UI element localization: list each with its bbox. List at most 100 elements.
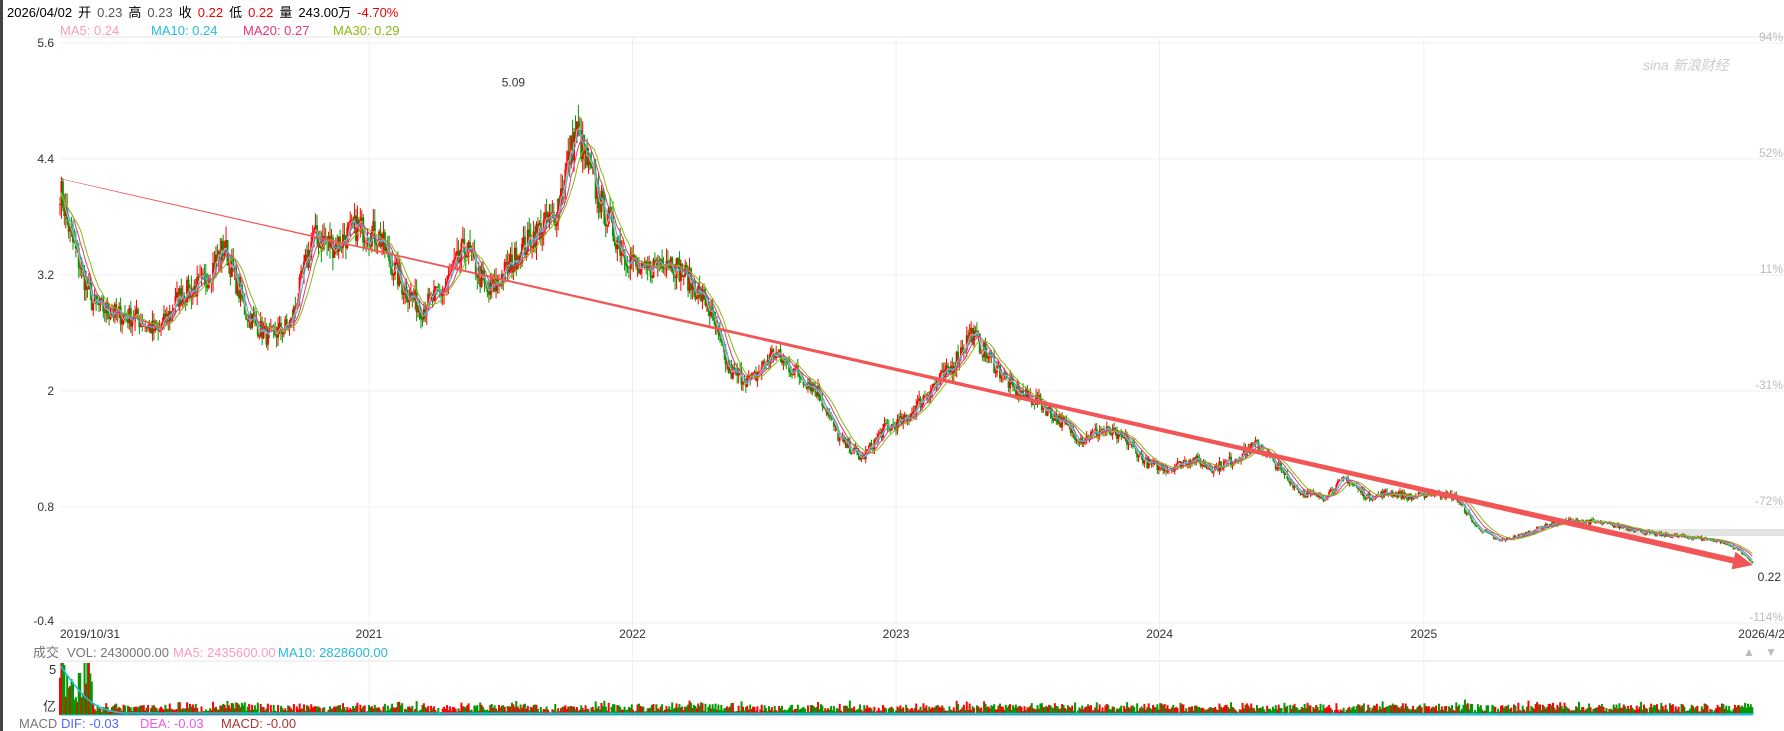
candle-body [1276,467,1279,470]
candle-body [921,402,924,408]
candle-body [1328,491,1331,498]
candle-body [682,276,685,278]
volume-bar [97,708,100,715]
change-value: -4.70% [357,5,399,20]
volume-bar [513,707,516,715]
candle-body [1126,434,1129,445]
volume-bar [568,706,571,715]
candle-body [318,240,321,248]
volume-bar [1720,703,1723,715]
candle-body [1052,417,1055,421]
candle-body [264,326,267,329]
volume-bar [1407,708,1410,715]
volume-bar [697,703,700,715]
volume-bar [1208,707,1211,715]
volume-bar [448,706,451,715]
candle-body [635,258,638,267]
volume-bar [1227,707,1230,715]
volume-bar [92,704,95,715]
x-tick-label: 2026/4/2 [1738,627,1784,641]
volume-bar [261,707,264,715]
candle-body [1045,407,1048,416]
volume-bar [1621,707,1624,715]
volume-bar [492,707,495,715]
candle-body [103,311,106,313]
candle-body [866,449,869,451]
volume-bar [223,704,226,715]
volume-bar [788,707,791,715]
volume-bar [1394,704,1397,715]
candle-body [1524,532,1527,534]
volume-bar [1154,707,1157,715]
price-chart[interactable]: 5.6 94%4.4 52%3.2 11%2 -31%0.8 -72%-0.4 -114%2… [3,0,1784,731]
candle-body [209,279,212,282]
volume-bar [1071,705,1074,715]
volume-bar [1351,707,1354,715]
candle-body [636,263,639,267]
volume-bar [780,705,783,715]
volume-bar [601,706,604,715]
y-right-tick-label: -114% [1749,610,1783,624]
candle-body [606,223,609,227]
volume-bar [1492,706,1495,715]
candle-body [1284,473,1287,475]
candle-body [1393,494,1396,497]
volume-bar [1231,707,1234,715]
volume-bar [1065,709,1068,715]
volume-bar [1062,705,1065,715]
volume-bar [1247,705,1250,715]
candle-body [789,371,792,373]
candle-body [1478,526,1481,530]
volume-bar [1172,704,1175,715]
candle-body [95,295,98,302]
volume-bar [232,703,235,715]
volume-bar [1188,706,1191,715]
volume-bar [1162,705,1165,715]
candle-body [131,320,134,327]
volume-bar [372,708,375,715]
candle-body [1338,480,1341,482]
volume-bar [961,707,964,715]
volume-bar [1336,709,1339,715]
volume-bar [923,707,926,715]
volume-bar [337,705,340,715]
candle-body [874,439,877,441]
volume-bar [391,703,394,715]
volume-bar [367,705,370,715]
volume-bar [219,705,222,715]
candle-body [554,214,557,226]
volume-bar [1058,709,1061,715]
volume-bar [584,705,587,715]
volume-bar [1528,710,1531,715]
volume-bar [441,708,444,715]
candle-body [906,416,909,420]
candle-body [565,163,568,170]
candle-body [1007,378,1010,389]
volume-bar [1746,703,1749,715]
volume-bar [1430,707,1433,715]
candle-body [1097,434,1100,437]
volume-bar [1629,705,1632,715]
volume-bar [1683,706,1686,715]
volume-bar [763,705,766,715]
volume-bar [1088,705,1091,715]
volume-bar [66,675,69,715]
volume-bar [793,708,796,715]
volume-bar [1345,710,1348,715]
volume-bar [1414,709,1417,715]
volume-bar [399,705,402,715]
volume-bar [1059,708,1062,715]
candle-body [1180,463,1183,468]
volume-bar [255,709,258,715]
volume-bar [213,708,216,715]
candle-body [251,314,254,328]
trendline-arrow [59,178,1753,570]
candle-body [525,251,528,255]
volume-bar [467,703,470,715]
candle-body [1358,488,1361,490]
volume-bar [453,707,456,715]
volume-bar [883,707,886,715]
candle-body [396,261,399,286]
volume-bar [1455,702,1458,715]
volume-bar [288,706,291,715]
